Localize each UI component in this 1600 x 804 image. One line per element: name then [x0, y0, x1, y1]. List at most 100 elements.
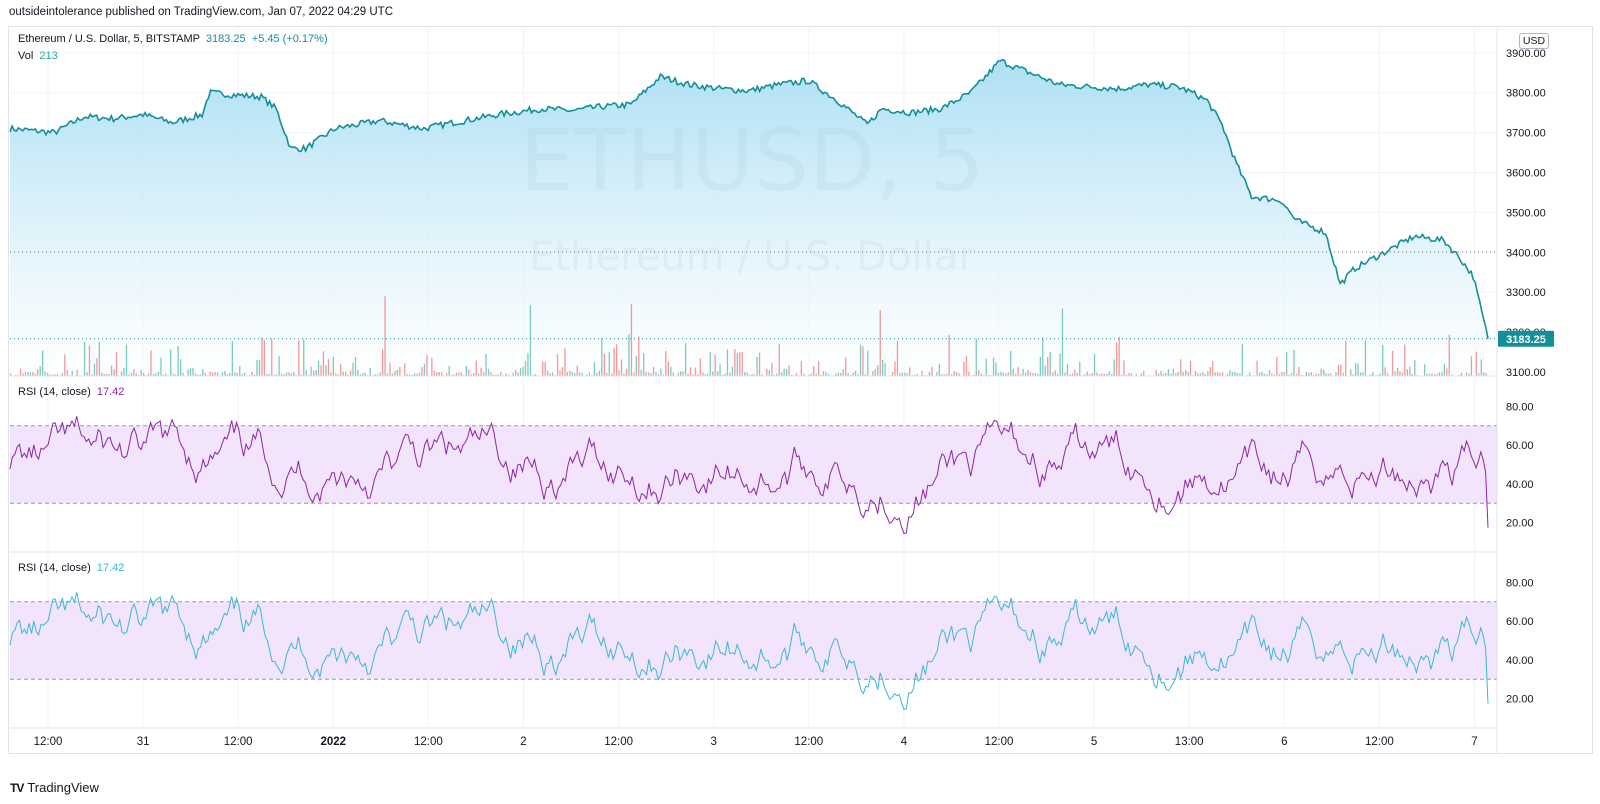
volume-bar — [815, 373, 817, 376]
volume-bar — [1263, 373, 1266, 376]
volume-bar — [1470, 356, 1473, 376]
time-tick: 12:00 — [985, 736, 1014, 748]
volume-bar — [283, 374, 285, 376]
volume-bar — [943, 374, 945, 376]
volume-bar — [588, 372, 591, 376]
volume-bar — [42, 350, 44, 376]
volume-bar — [1015, 374, 1017, 376]
volume-bar — [96, 358, 98, 376]
volume-bar — [542, 361, 544, 376]
volume-bar — [1382, 345, 1384, 376]
volume-bar — [436, 372, 438, 376]
volume-bar — [551, 372, 554, 376]
volume-bar — [391, 373, 394, 376]
volume-bar — [1084, 374, 1086, 376]
volume-bar — [1359, 372, 1362, 376]
volume-bar — [276, 374, 278, 376]
volume-bar — [638, 336, 640, 376]
volume-bar — [1411, 374, 1413, 376]
volume-bar — [478, 373, 480, 376]
volume-bar — [685, 343, 687, 376]
volume-bar — [1079, 361, 1081, 376]
volume-bar — [438, 372, 440, 376]
volume-bar — [657, 373, 660, 376]
volume-bar — [611, 373, 613, 376]
volume-bar — [682, 371, 684, 376]
volume-bar — [86, 372, 88, 376]
volume-bar — [416, 373, 418, 376]
volume-bar — [808, 374, 810, 376]
volume-bar — [1061, 308, 1064, 376]
volume-bar — [165, 373, 167, 376]
volume-bar — [1424, 364, 1426, 376]
time-tick: 3 — [710, 736, 716, 748]
volume-bar — [448, 366, 450, 376]
volume-bar — [91, 374, 93, 376]
volume-bar — [726, 349, 729, 376]
volume-bar — [1042, 337, 1044, 376]
volume-bar — [744, 372, 746, 376]
footer-brand: TradingView — [27, 780, 99, 795]
volume-bar — [662, 374, 665, 376]
volume-bar — [652, 366, 655, 376]
volume-bar — [1222, 372, 1224, 376]
volume-bar — [601, 337, 603, 376]
volume-bar — [1118, 336, 1120, 376]
rsi-tick: 20.00 — [1506, 694, 1534, 706]
volume-bar — [497, 374, 499, 376]
volume-bar — [719, 364, 721, 376]
volume-bar — [517, 372, 519, 376]
volume-bar — [1460, 372, 1463, 376]
volume-bar — [1372, 372, 1374, 376]
volume-bar — [229, 373, 231, 376]
volume-bar — [182, 372, 184, 376]
chart-frame[interactable] — [8, 26, 1593, 754]
volume-bar — [1037, 373, 1039, 376]
price-area — [10, 59, 1488, 376]
volume-bar — [1290, 373, 1293, 376]
volume-bar — [1281, 372, 1283, 376]
volume-bar — [492, 374, 495, 376]
volume-bar — [1056, 373, 1059, 376]
volume-bar — [411, 374, 413, 376]
change-label: +5.45 (+0.17%) — [251, 33, 328, 45]
volume-bar — [948, 334, 950, 376]
volume-bar — [709, 352, 711, 376]
volume-bar — [1074, 369, 1076, 376]
volume-bar — [172, 373, 174, 376]
volume-bar — [382, 349, 384, 376]
volume-bar — [1406, 369, 1408, 376]
volume-bar — [485, 354, 487, 376]
volume-bar — [409, 374, 411, 376]
volume-bar — [1310, 372, 1312, 376]
volume-bar — [1468, 373, 1470, 376]
volume-bar — [864, 374, 867, 376]
volume-bar — [325, 365, 327, 376]
volume-bar — [1323, 369, 1325, 376]
volume-bar — [135, 373, 137, 376]
volume-bar — [813, 366, 815, 376]
volume-bar — [1177, 371, 1179, 376]
volume-bar — [547, 371, 549, 376]
volume-bar — [1103, 373, 1105, 376]
volume-bar — [214, 372, 216, 376]
volume-bar — [490, 372, 492, 376]
volume-bar — [98, 342, 100, 376]
volume-bar — [231, 341, 233, 376]
volume-bar — [332, 356, 334, 376]
volume-bar — [721, 374, 724, 376]
volume-bar — [56, 374, 59, 376]
volume-bar — [1305, 372, 1307, 376]
volume-bar — [1199, 373, 1202, 376]
volume-bar — [697, 374, 699, 376]
volume-bar — [702, 372, 704, 376]
volume-bar — [1340, 364, 1342, 376]
volume-bar — [487, 369, 490, 376]
volume-bar — [421, 367, 423, 376]
volume-bar — [337, 374, 339, 376]
currency-button[interactable]: USD — [1519, 33, 1549, 49]
volume-bar — [786, 369, 788, 376]
volume-bar — [1308, 372, 1310, 376]
volume-bar — [512, 372, 514, 376]
